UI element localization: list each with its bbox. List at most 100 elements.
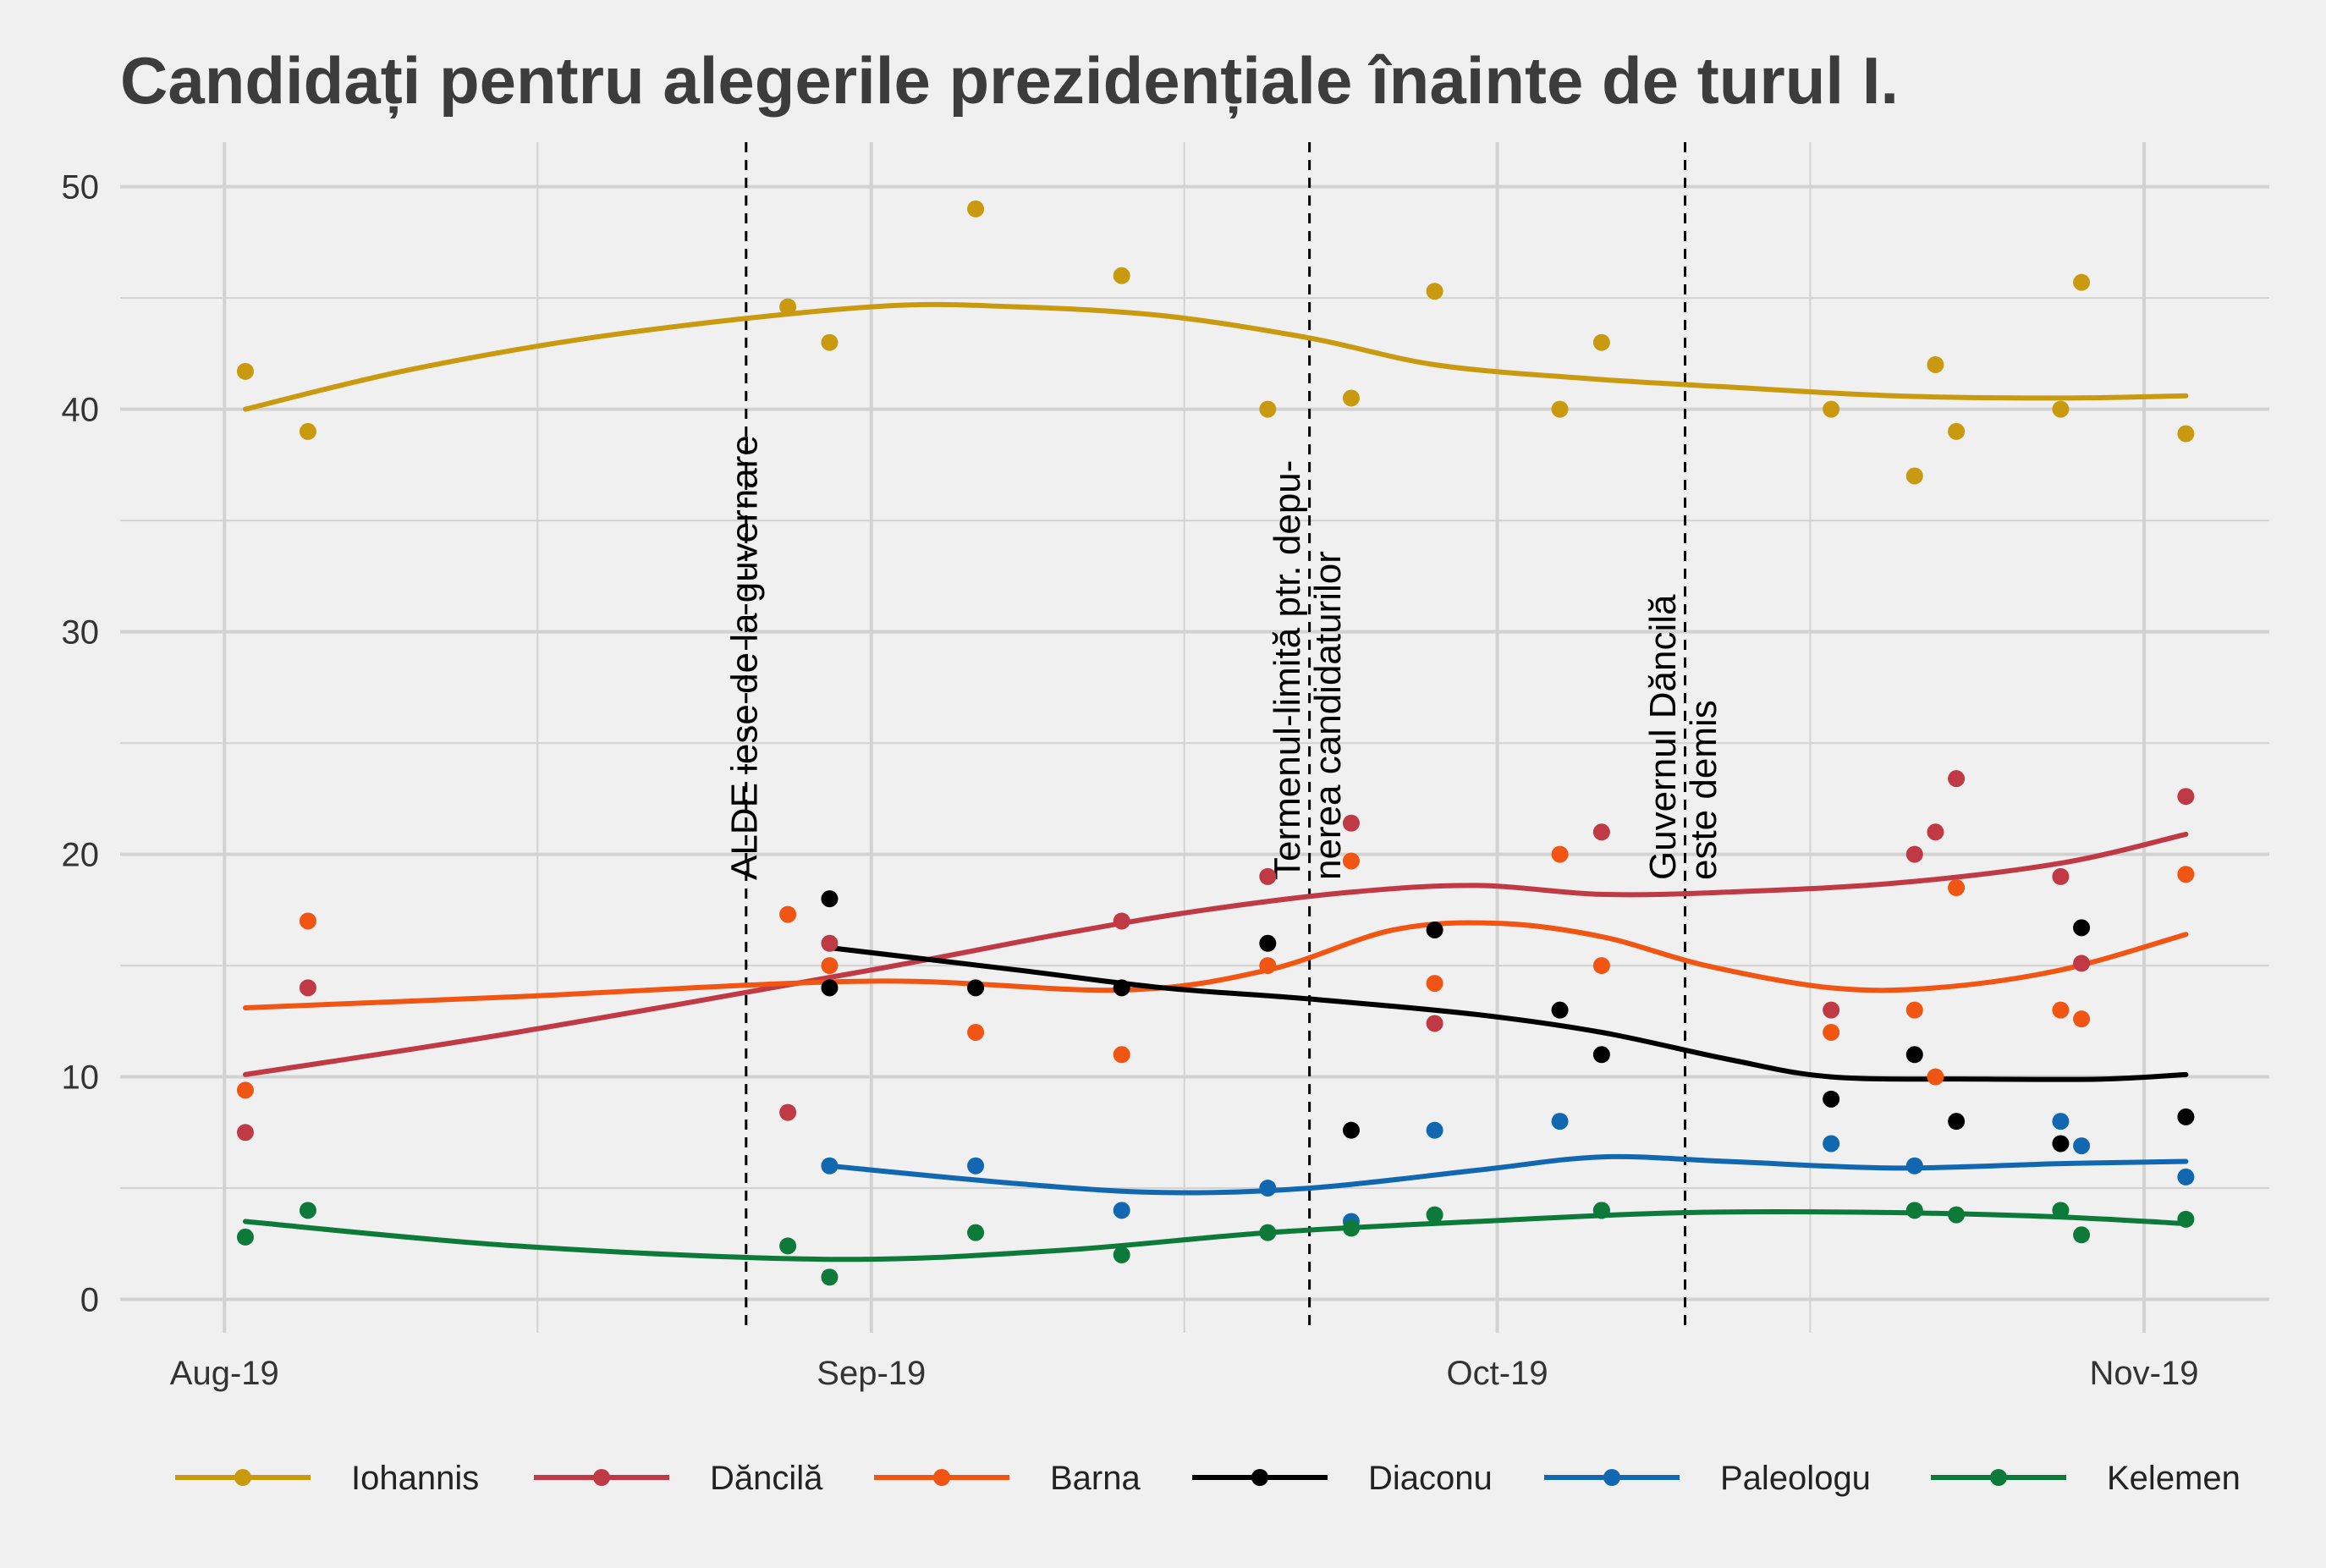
data-point-dancila (1823, 1001, 1840, 1019)
data-point-diaconu (1426, 921, 1443, 938)
data-point-barna (1259, 957, 1277, 975)
x-tick-label: Sep-19 (817, 1355, 926, 1392)
legend-item-barna: Barna (874, 1460, 1141, 1497)
data-point-iohannis (236, 362, 254, 380)
data-point-diaconu (1113, 979, 1130, 997)
data-point-paleologu (2052, 1113, 2070, 1131)
data-point-dancila (299, 979, 316, 997)
legend-marker (1603, 1469, 1620, 1486)
data-point-dancila (779, 1103, 797, 1121)
legend-marker (1990, 1469, 2007, 1486)
legend-label: Barna (1050, 1460, 1141, 1497)
data-point-dancila (1592, 823, 1610, 841)
data-point-kelemen (299, 1202, 316, 1219)
data-point-dancila (821, 934, 839, 952)
data-point-barna (2177, 866, 2195, 883)
y-tick-label: 40 (62, 392, 100, 429)
data-point-paleologu (1113, 1202, 1130, 1219)
data-point-dancila (1948, 770, 1966, 788)
data-point-barna (1551, 845, 1569, 863)
data-point-barna (299, 912, 316, 930)
y-tick-label: 0 (80, 1282, 99, 1319)
y-tick-label: 30 (62, 614, 100, 652)
data-point-diaconu (2073, 919, 2091, 937)
data-point-dancila (1113, 912, 1130, 930)
data-point-diaconu (821, 979, 839, 997)
x-tick-label: Oct-19 (1447, 1355, 1548, 1392)
data-point-dancila (1927, 823, 1944, 841)
data-point-kelemen (779, 1237, 797, 1255)
data-point-paleologu (1426, 1121, 1443, 1139)
legend-label: Kelemen (2107, 1460, 2241, 1497)
trend-line-paleologu (827, 1153, 2189, 1196)
data-point-kelemen (1259, 1224, 1277, 1241)
data-point-diaconu (1259, 934, 1277, 952)
event-label: Guvernul Dăncilă (1642, 594, 1684, 880)
data-point-diaconu (1948, 1113, 1966, 1131)
data-point-diaconu (967, 979, 985, 997)
legend-marker (593, 1469, 610, 1486)
data-point-barna (821, 957, 839, 975)
data-point-iohannis (2177, 425, 2195, 443)
y-tick-label: 20 (62, 837, 100, 874)
data-point-diaconu (1905, 1046, 1923, 1064)
data-point-diaconu (2052, 1135, 2070, 1153)
data-point-iohannis (821, 333, 839, 351)
trend-line-barna (243, 920, 2189, 1010)
data-point-dancila (2073, 955, 2091, 972)
data-point-kelemen (1342, 1219, 1360, 1237)
legend-label: Dăncilă (710, 1460, 823, 1497)
data-point-paleologu (1551, 1113, 1569, 1131)
data-point-kelemen (967, 1224, 985, 1241)
data-point-kelemen (2073, 1226, 2091, 1244)
legend-item-kelemen: Kelemen (1931, 1460, 2241, 1497)
data-point-diaconu (1551, 1001, 1569, 1019)
data-point-barna (1927, 1068, 1944, 1086)
data-point-kelemen (2052, 1202, 2070, 1219)
trend-line-diaconu (827, 945, 2189, 1082)
data-point-barna (1905, 1001, 1923, 1019)
data-point-kelemen (1905, 1202, 1923, 1219)
data-point-dancila (2177, 788, 2195, 806)
data-point-iohannis (779, 298, 797, 316)
poll-points (236, 200, 2195, 1286)
data-point-dancila (1342, 814, 1360, 832)
data-point-iohannis (1905, 467, 1923, 485)
data-point-paleologu (821, 1157, 839, 1175)
legend-item-paleologu: Paleologu (1544, 1460, 1871, 1497)
data-point-paleologu (1259, 1180, 1277, 1197)
data-point-diaconu (2177, 1108, 2195, 1125)
data-point-paleologu (1823, 1135, 1840, 1153)
data-point-diaconu (821, 890, 839, 908)
data-point-iohannis (1342, 389, 1360, 407)
data-point-iohannis (1551, 400, 1569, 418)
data-point-barna (236, 1081, 254, 1099)
event-annotations: ALDE iese de la guvernare Termenul-limită… (723, 142, 1724, 1333)
event-label: nerea candidaturilor (1307, 551, 1349, 880)
data-point-kelemen (1426, 1206, 1443, 1224)
data-point-barna (1823, 1023, 1840, 1041)
data-point-diaconu (1592, 1046, 1610, 1064)
y-tick-label: 10 (62, 1059, 100, 1097)
trend-line-dancila (243, 831, 2189, 1077)
data-point-iohannis (2073, 273, 2091, 291)
legend-label: Iohannis (351, 1460, 479, 1497)
data-point-dancila (1426, 1015, 1443, 1032)
data-point-barna (1948, 879, 1966, 897)
data-point-iohannis (1113, 267, 1130, 284)
data-point-barna (779, 905, 797, 923)
data-point-diaconu (1823, 1090, 1840, 1108)
legend-item-dancila: Dăncilă (534, 1460, 823, 1497)
trend-line-iohannis (243, 301, 2189, 412)
data-point-dancila (236, 1124, 254, 1142)
data-point-iohannis (1426, 283, 1443, 300)
data-point-kelemen (2177, 1210, 2195, 1228)
data-point-iohannis (967, 200, 985, 217)
data-point-iohannis (2052, 400, 2070, 418)
data-point-dancila (2052, 867, 2070, 885)
data-point-iohannis (1259, 400, 1277, 418)
data-point-paleologu (1905, 1157, 1923, 1175)
data-point-kelemen (1113, 1246, 1130, 1263)
event-label: Termenul-limită ptr. depu- (1267, 460, 1308, 880)
